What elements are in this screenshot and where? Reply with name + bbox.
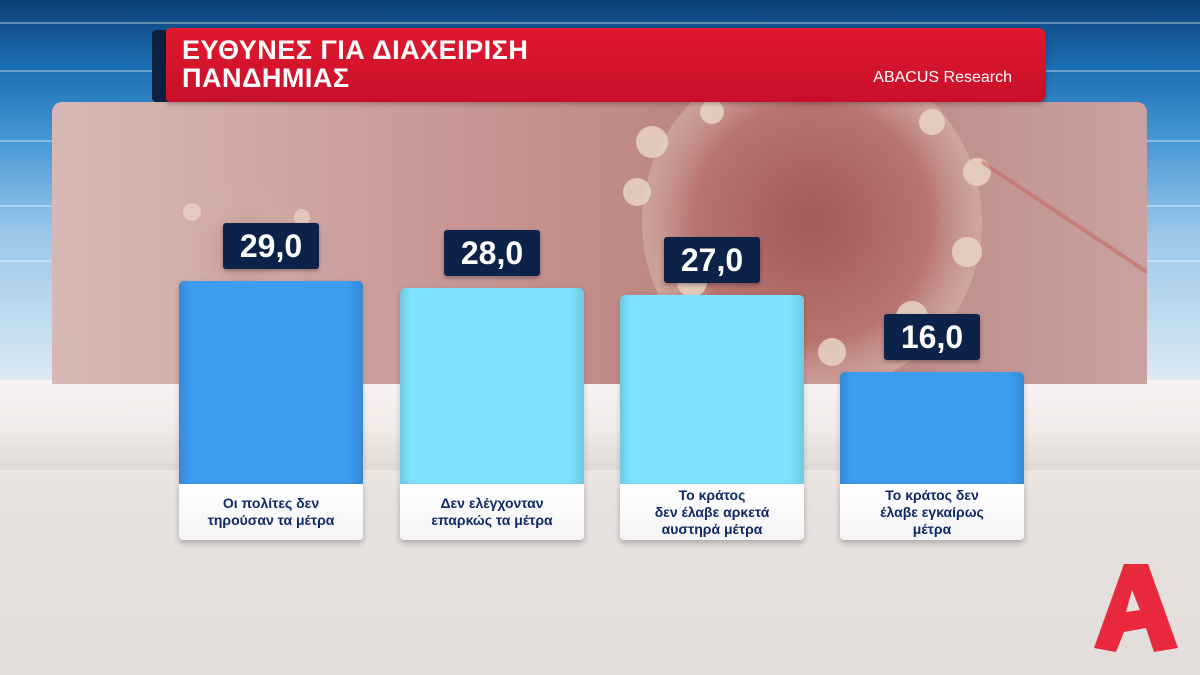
category-label-1: Οι πολίτες δεν τηρούσαν τα μέτρα <box>179 484 363 540</box>
category-label-4: Το κράτος δεν έλαβε εγκαίρως μέτρα <box>840 484 1024 540</box>
chart-title: ΕΥΘΥΝΕΣ ΓΙΑ ΔΙΑΧΕΙΡΙΣΗ ΠΑΝΔΗΜΙΑΣ <box>182 35 529 93</box>
value-label-3: 27,0 <box>664 237 760 283</box>
value-label-2: 28,0 <box>444 230 540 276</box>
value-label-4: 16,0 <box>884 314 980 360</box>
category-label-text: Το κράτος δεν έλαβε εγκαίρως μέτρα <box>880 486 984 537</box>
bar-1 <box>179 281 363 484</box>
bar-3 <box>620 295 804 484</box>
category-label-3: Το κράτος δεν έλαβε αρκετά αυστηρά μέτρα <box>620 484 804 540</box>
category-label-text: Δεν ελέγχονταν επαρκώς τα μέτρα <box>431 495 553 528</box>
source-label: ABACUS Research <box>873 69 1012 86</box>
category-label-2: Δεν ελέγχονταν επαρκώς τα μέτρα <box>400 484 584 540</box>
bar-4 <box>840 372 1024 484</box>
bar-2 <box>400 288 584 484</box>
category-label-text: Οι πολίτες δεν τηρούσαν τα μέτρα <box>207 495 335 528</box>
value-label-1: 29,0 <box>223 223 319 269</box>
alpha-tv-logo-icon <box>1094 564 1178 652</box>
category-label-text: Το κράτος δεν έλαβε αρκετά αυστηρά μέτρα <box>654 486 770 537</box>
title-banner: ΕΥΘΥΝΕΣ ΓΙΑ ΔΙΑΧΕΙΡΙΣΗ ΠΑΝΔΗΜΙΑΣ ABACUS … <box>166 28 1046 102</box>
